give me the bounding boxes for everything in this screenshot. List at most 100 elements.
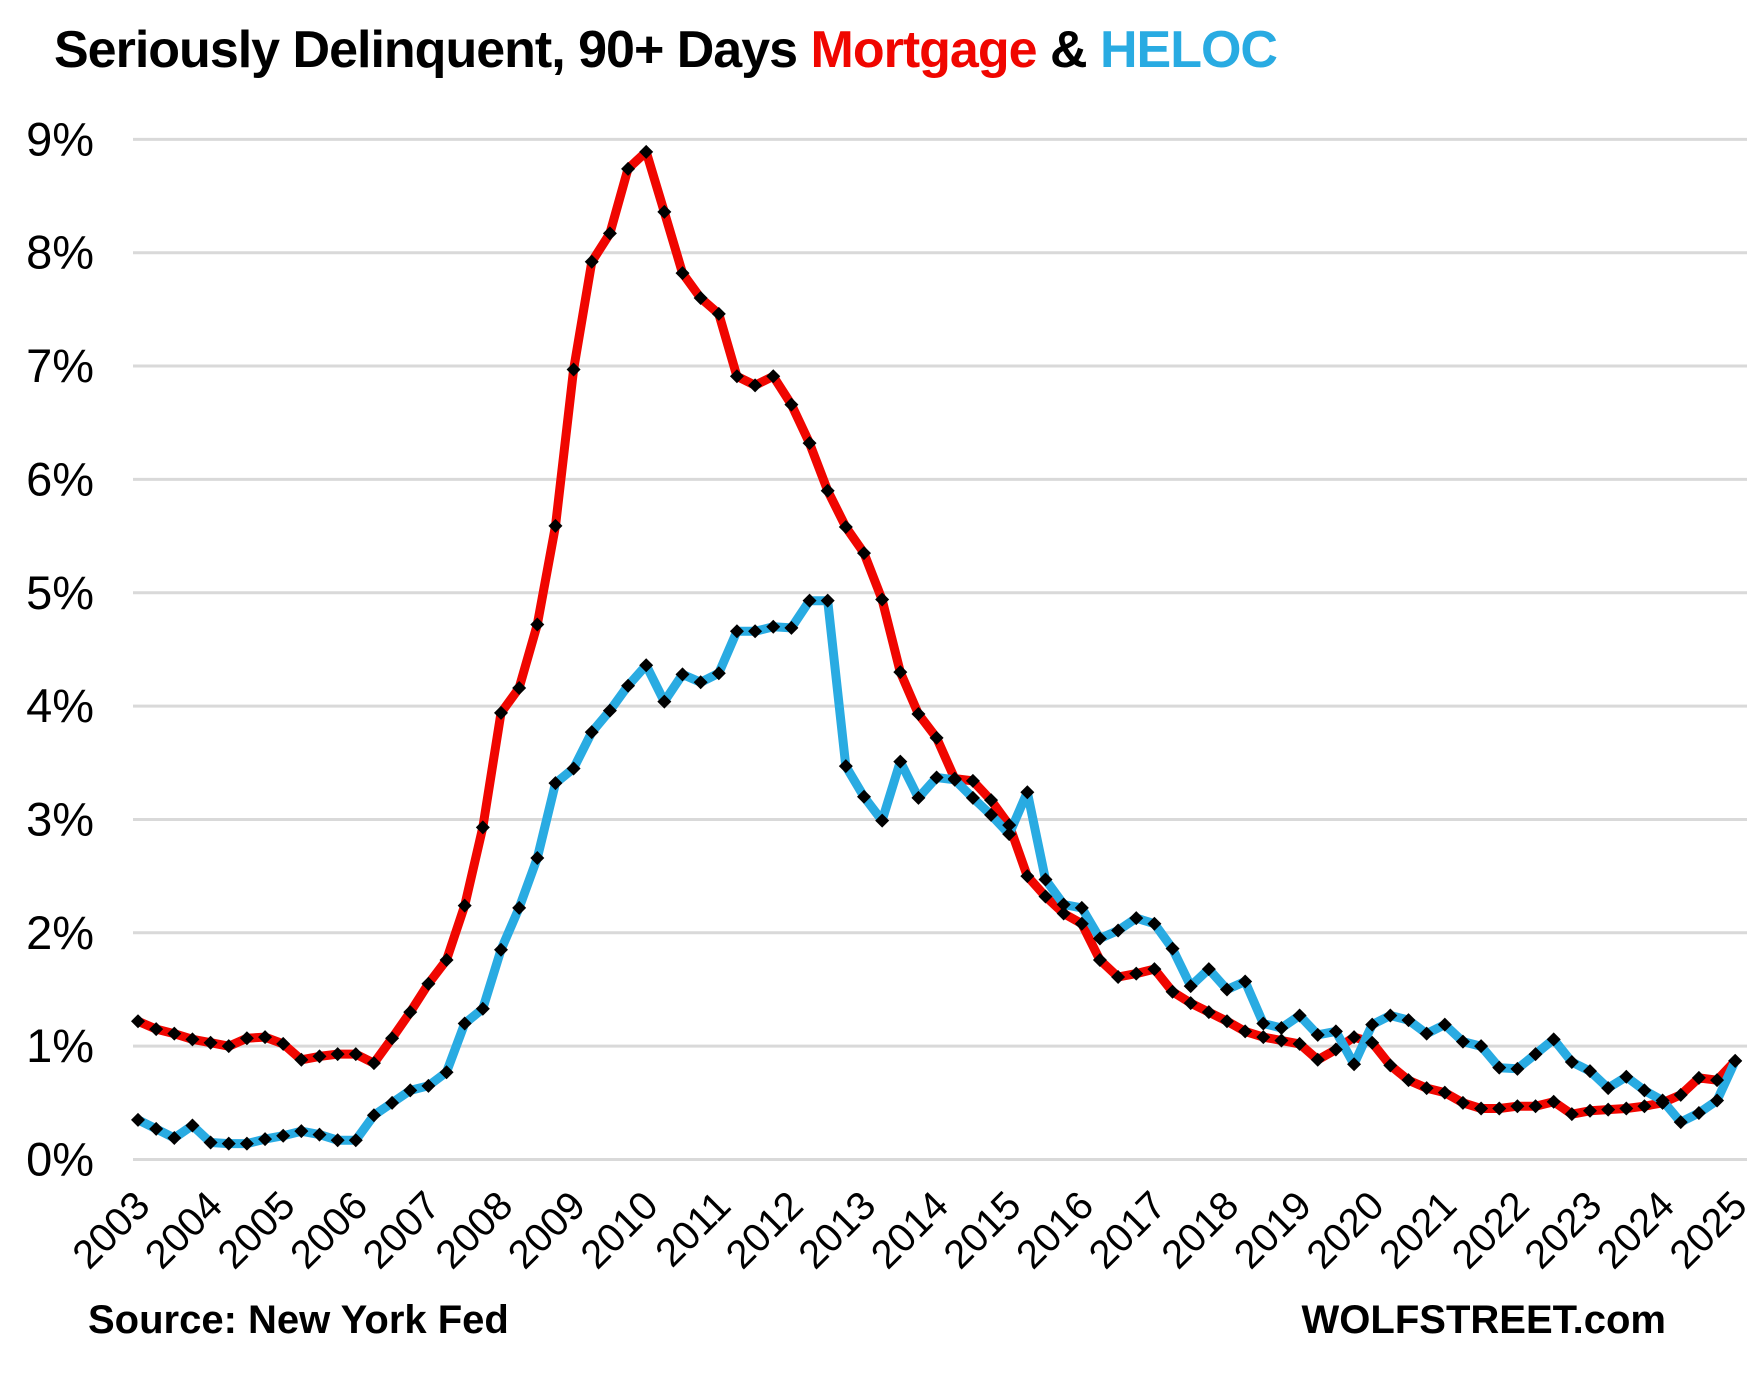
data-point-marker bbox=[548, 518, 563, 533]
data-point-marker bbox=[1437, 1017, 1452, 1032]
data-point-marker bbox=[239, 1031, 254, 1046]
data-point-marker bbox=[258, 1030, 273, 1045]
x-tick-label: 2025 bbox=[1662, 1183, 1756, 1277]
data-point-marker bbox=[875, 592, 890, 607]
y-tick-label: 9% bbox=[26, 112, 94, 165]
data-point-marker bbox=[330, 1133, 345, 1148]
data-point-marker bbox=[1437, 1085, 1452, 1100]
data-point-marker bbox=[675, 266, 690, 281]
data-point-marker bbox=[530, 617, 545, 632]
data-point-marker bbox=[421, 976, 436, 991]
data-point-marker bbox=[366, 1056, 381, 1071]
x-tick-label: 2019 bbox=[1226, 1183, 1320, 1277]
data-point-marker bbox=[475, 1001, 490, 1016]
data-point-marker bbox=[294, 1052, 309, 1067]
data-point-marker bbox=[1274, 1021, 1289, 1036]
data-point-marker bbox=[984, 793, 999, 808]
data-point-marker bbox=[1401, 1013, 1416, 1028]
data-point-marker bbox=[1183, 979, 1198, 994]
data-point-marker bbox=[584, 254, 599, 269]
data-point-marker bbox=[838, 520, 853, 535]
data-point-marker bbox=[748, 378, 763, 393]
x-tick-label: 2012 bbox=[718, 1183, 812, 1277]
source-note: Source: New York Fed bbox=[88, 1298, 509, 1342]
data-point-marker bbox=[802, 593, 817, 608]
data-point-marker bbox=[494, 705, 508, 720]
x-tick-label: 2016 bbox=[1008, 1183, 1102, 1277]
data-point-marker bbox=[1728, 1053, 1743, 1068]
y-tick-label: 2% bbox=[26, 906, 94, 959]
data-point-marker bbox=[131, 1112, 145, 1127]
data-point-marker bbox=[1002, 827, 1017, 842]
data-point-marker bbox=[276, 1128, 291, 1143]
chart-title-text: Seriously Delinquent, 90+ Days bbox=[54, 21, 811, 79]
x-tick-label: 2008 bbox=[427, 1183, 521, 1277]
data-point-marker bbox=[766, 369, 781, 384]
data-point-marker bbox=[639, 658, 654, 673]
y-tick-label: 5% bbox=[26, 566, 94, 619]
data-point-marker bbox=[857, 546, 871, 561]
data-point-marker bbox=[1292, 1036, 1307, 1051]
data-point-marker bbox=[1601, 1102, 1616, 1117]
data-point-marker bbox=[1092, 931, 1107, 946]
data-point-marker bbox=[1401, 1073, 1416, 1088]
x-tick-label: 2006 bbox=[282, 1183, 376, 1277]
data-point-marker bbox=[348, 1047, 363, 1062]
data-point-marker bbox=[1129, 966, 1144, 981]
y-gridlines bbox=[133, 137, 1747, 1161]
data-point-marker bbox=[1673, 1087, 1688, 1102]
data-point-marker bbox=[1292, 1008, 1307, 1023]
x-tick-label: 2021 bbox=[1371, 1183, 1465, 1277]
x-axis-labels: 2003200420052006200720082009201020112012… bbox=[64, 1183, 1755, 1277]
data-point-marker bbox=[1165, 984, 1180, 999]
chart-title: Seriously Delinquent, 90+ Days Mortgage … bbox=[54, 20, 1278, 80]
data-point-marker bbox=[294, 1124, 309, 1139]
data-point-marker bbox=[675, 667, 690, 682]
x-tick-label: 2011 bbox=[647, 1183, 739, 1275]
data-point-marker bbox=[1183, 996, 1198, 1011]
data-point-marker bbox=[1583, 1103, 1597, 1118]
data-point-marker bbox=[512, 900, 527, 915]
data-point-marker bbox=[203, 1135, 218, 1150]
data-point-marker bbox=[330, 1047, 345, 1062]
data-point-marker bbox=[965, 790, 980, 805]
data-point-marker bbox=[385, 1031, 400, 1046]
data-point-marker bbox=[185, 1032, 200, 1047]
data-point-marker bbox=[1056, 906, 1071, 921]
data-point-marker bbox=[439, 953, 454, 968]
y-tick-label: 7% bbox=[26, 339, 94, 392]
data-point-marker bbox=[984, 807, 999, 822]
data-point-marker bbox=[1637, 1099, 1652, 1114]
x-tick-label: 2003 bbox=[64, 1183, 158, 1277]
data-point-marker bbox=[1056, 897, 1071, 912]
x-tick-label: 2023 bbox=[1516, 1183, 1610, 1277]
y-tick-label: 0% bbox=[26, 1133, 94, 1186]
data-point-marker bbox=[258, 1132, 273, 1147]
data-point-marker bbox=[929, 770, 944, 785]
data-point-marker bbox=[1074, 900, 1089, 915]
data-point-marker bbox=[457, 898, 472, 913]
data-point-marker bbox=[221, 1136, 236, 1151]
series-lines bbox=[133, 147, 1740, 1149]
brand-wolfstreet: WOLFSTREET.com bbox=[1301, 1298, 1666, 1342]
data-point-marker bbox=[1365, 1017, 1380, 1032]
data-point-marker bbox=[766, 619, 781, 634]
data-point-marker bbox=[1328, 1042, 1343, 1057]
data-point-marker bbox=[802, 436, 817, 451]
x-tick-label: 2010 bbox=[573, 1183, 667, 1277]
data-point-marker bbox=[548, 776, 563, 791]
data-point-marker bbox=[149, 1022, 164, 1037]
data-point-marker bbox=[929, 730, 944, 745]
data-point-marker bbox=[1655, 1093, 1670, 1108]
data-point-marker bbox=[875, 813, 890, 828]
data-point-marker bbox=[1038, 872, 1053, 887]
data-point-marker bbox=[1383, 1008, 1398, 1023]
y-axis-labels: 0% 1% 2% 3% 4% 5% 6% 7% 8% 9% bbox=[26, 112, 94, 1185]
data-point-marker bbox=[1147, 916, 1162, 931]
data-point-marker bbox=[403, 1083, 418, 1098]
x-tick-label: 2014 bbox=[863, 1183, 957, 1277]
data-point-marker bbox=[1510, 1061, 1525, 1076]
data-point-marker bbox=[1528, 1099, 1543, 1114]
data-point-marker bbox=[1691, 1070, 1706, 1085]
